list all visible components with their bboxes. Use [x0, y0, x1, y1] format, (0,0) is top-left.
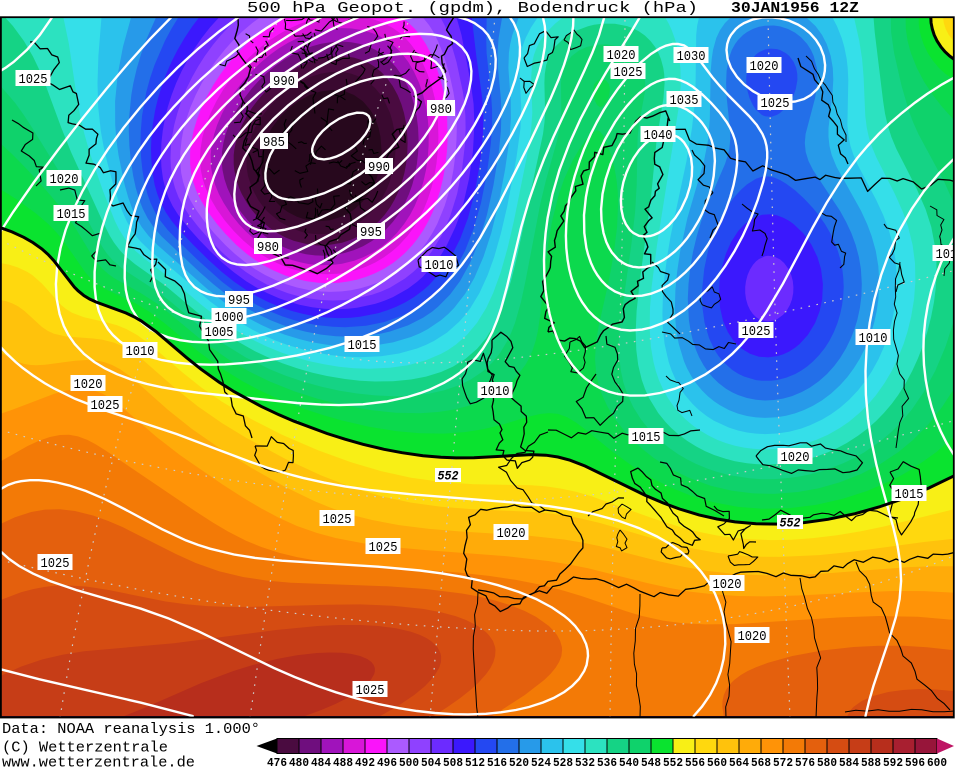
svg-text:1020: 1020 [781, 450, 810, 466]
svg-text:1005: 1005 [205, 325, 234, 341]
svg-text:1015: 1015 [348, 338, 377, 354]
svg-text:1025: 1025 [761, 96, 790, 112]
svg-text:500 hPa Geopot. (gpdm), Bodend: 500 hPa Geopot. (gpdm), Bodendruck (hPa) [247, 0, 698, 17]
svg-text:1030: 1030 [677, 49, 706, 65]
svg-text:512: 512 [465, 757, 485, 768]
svg-text:30JAN1956 12Z: 30JAN1956 12Z [731, 0, 859, 17]
svg-text:1015: 1015 [632, 430, 661, 446]
svg-text:1010: 1010 [936, 247, 956, 263]
svg-text:1020: 1020 [497, 526, 526, 542]
svg-text:576: 576 [795, 757, 815, 768]
svg-text:500: 500 [399, 757, 419, 768]
svg-text:580: 580 [817, 757, 837, 768]
svg-text:1020: 1020 [713, 577, 742, 593]
svg-text:1015: 1015 [57, 207, 86, 223]
svg-text:1010: 1010 [425, 258, 454, 274]
svg-text:596: 596 [905, 757, 925, 768]
svg-text:1025: 1025 [41, 556, 70, 572]
svg-text:552: 552 [438, 469, 459, 484]
svg-text:980: 980 [430, 102, 452, 118]
svg-text:(C) Wetterzentrale: (C) Wetterzentrale [2, 740, 168, 757]
svg-text:1020: 1020 [607, 48, 636, 64]
svg-text:524: 524 [531, 757, 551, 768]
svg-text:548: 548 [641, 757, 661, 768]
svg-text:504: 504 [421, 757, 441, 768]
svg-text:508: 508 [443, 757, 463, 768]
svg-text:516: 516 [487, 757, 507, 768]
svg-text:584: 584 [839, 757, 859, 768]
svg-text:Data: NOAA reanalysis 1.000°: Data: NOAA reanalysis 1.000° [2, 721, 260, 738]
svg-text:560: 560 [707, 757, 727, 768]
svg-text:536: 536 [597, 757, 617, 768]
svg-text:995: 995 [360, 225, 382, 241]
svg-text:588: 588 [861, 757, 881, 768]
svg-text:1010: 1010 [126, 344, 155, 360]
svg-text:1025: 1025 [614, 65, 643, 81]
svg-text:520: 520 [509, 757, 529, 768]
svg-text:1025: 1025 [323, 512, 352, 528]
svg-text:1000: 1000 [215, 310, 244, 326]
svg-text:980: 980 [257, 240, 279, 256]
svg-text:1010: 1010 [859, 331, 888, 347]
svg-text:552: 552 [780, 516, 801, 531]
svg-text:480: 480 [289, 757, 309, 768]
svg-text:985: 985 [263, 135, 285, 151]
svg-text:990: 990 [368, 160, 390, 176]
svg-text:540: 540 [619, 757, 639, 768]
svg-text:492: 492 [355, 757, 375, 768]
svg-text:990: 990 [273, 74, 295, 90]
svg-text:484: 484 [311, 757, 331, 768]
svg-text:1035: 1035 [670, 93, 699, 109]
svg-text:1040: 1040 [644, 128, 673, 144]
svg-text:1010: 1010 [481, 384, 510, 400]
svg-text:528: 528 [553, 757, 573, 768]
svg-text:1015: 1015 [895, 487, 924, 503]
svg-text:1025: 1025 [91, 398, 120, 414]
svg-text:568: 568 [751, 757, 771, 768]
svg-text:496: 496 [377, 757, 397, 768]
svg-text:995: 995 [228, 293, 250, 309]
svg-text:600: 600 [927, 757, 947, 768]
svg-text:1025: 1025 [356, 683, 385, 699]
svg-text:1025: 1025 [742, 324, 771, 340]
svg-text:592: 592 [883, 757, 903, 768]
svg-text:556: 556 [685, 757, 705, 768]
svg-text:476: 476 [267, 757, 287, 768]
svg-text:1025: 1025 [19, 72, 48, 88]
svg-text:1025: 1025 [369, 540, 398, 556]
svg-text:488: 488 [333, 757, 353, 768]
svg-text:1020: 1020 [750, 59, 779, 75]
svg-text:572: 572 [773, 757, 793, 768]
svg-text:564: 564 [729, 757, 749, 768]
svg-text:1020: 1020 [738, 629, 767, 645]
svg-text:www.wetterzentrale.de: www.wetterzentrale.de [2, 755, 195, 768]
svg-text:1020: 1020 [50, 172, 79, 188]
svg-text:552: 552 [663, 757, 683, 768]
svg-text:532: 532 [575, 757, 595, 768]
svg-text:1020: 1020 [74, 377, 103, 393]
